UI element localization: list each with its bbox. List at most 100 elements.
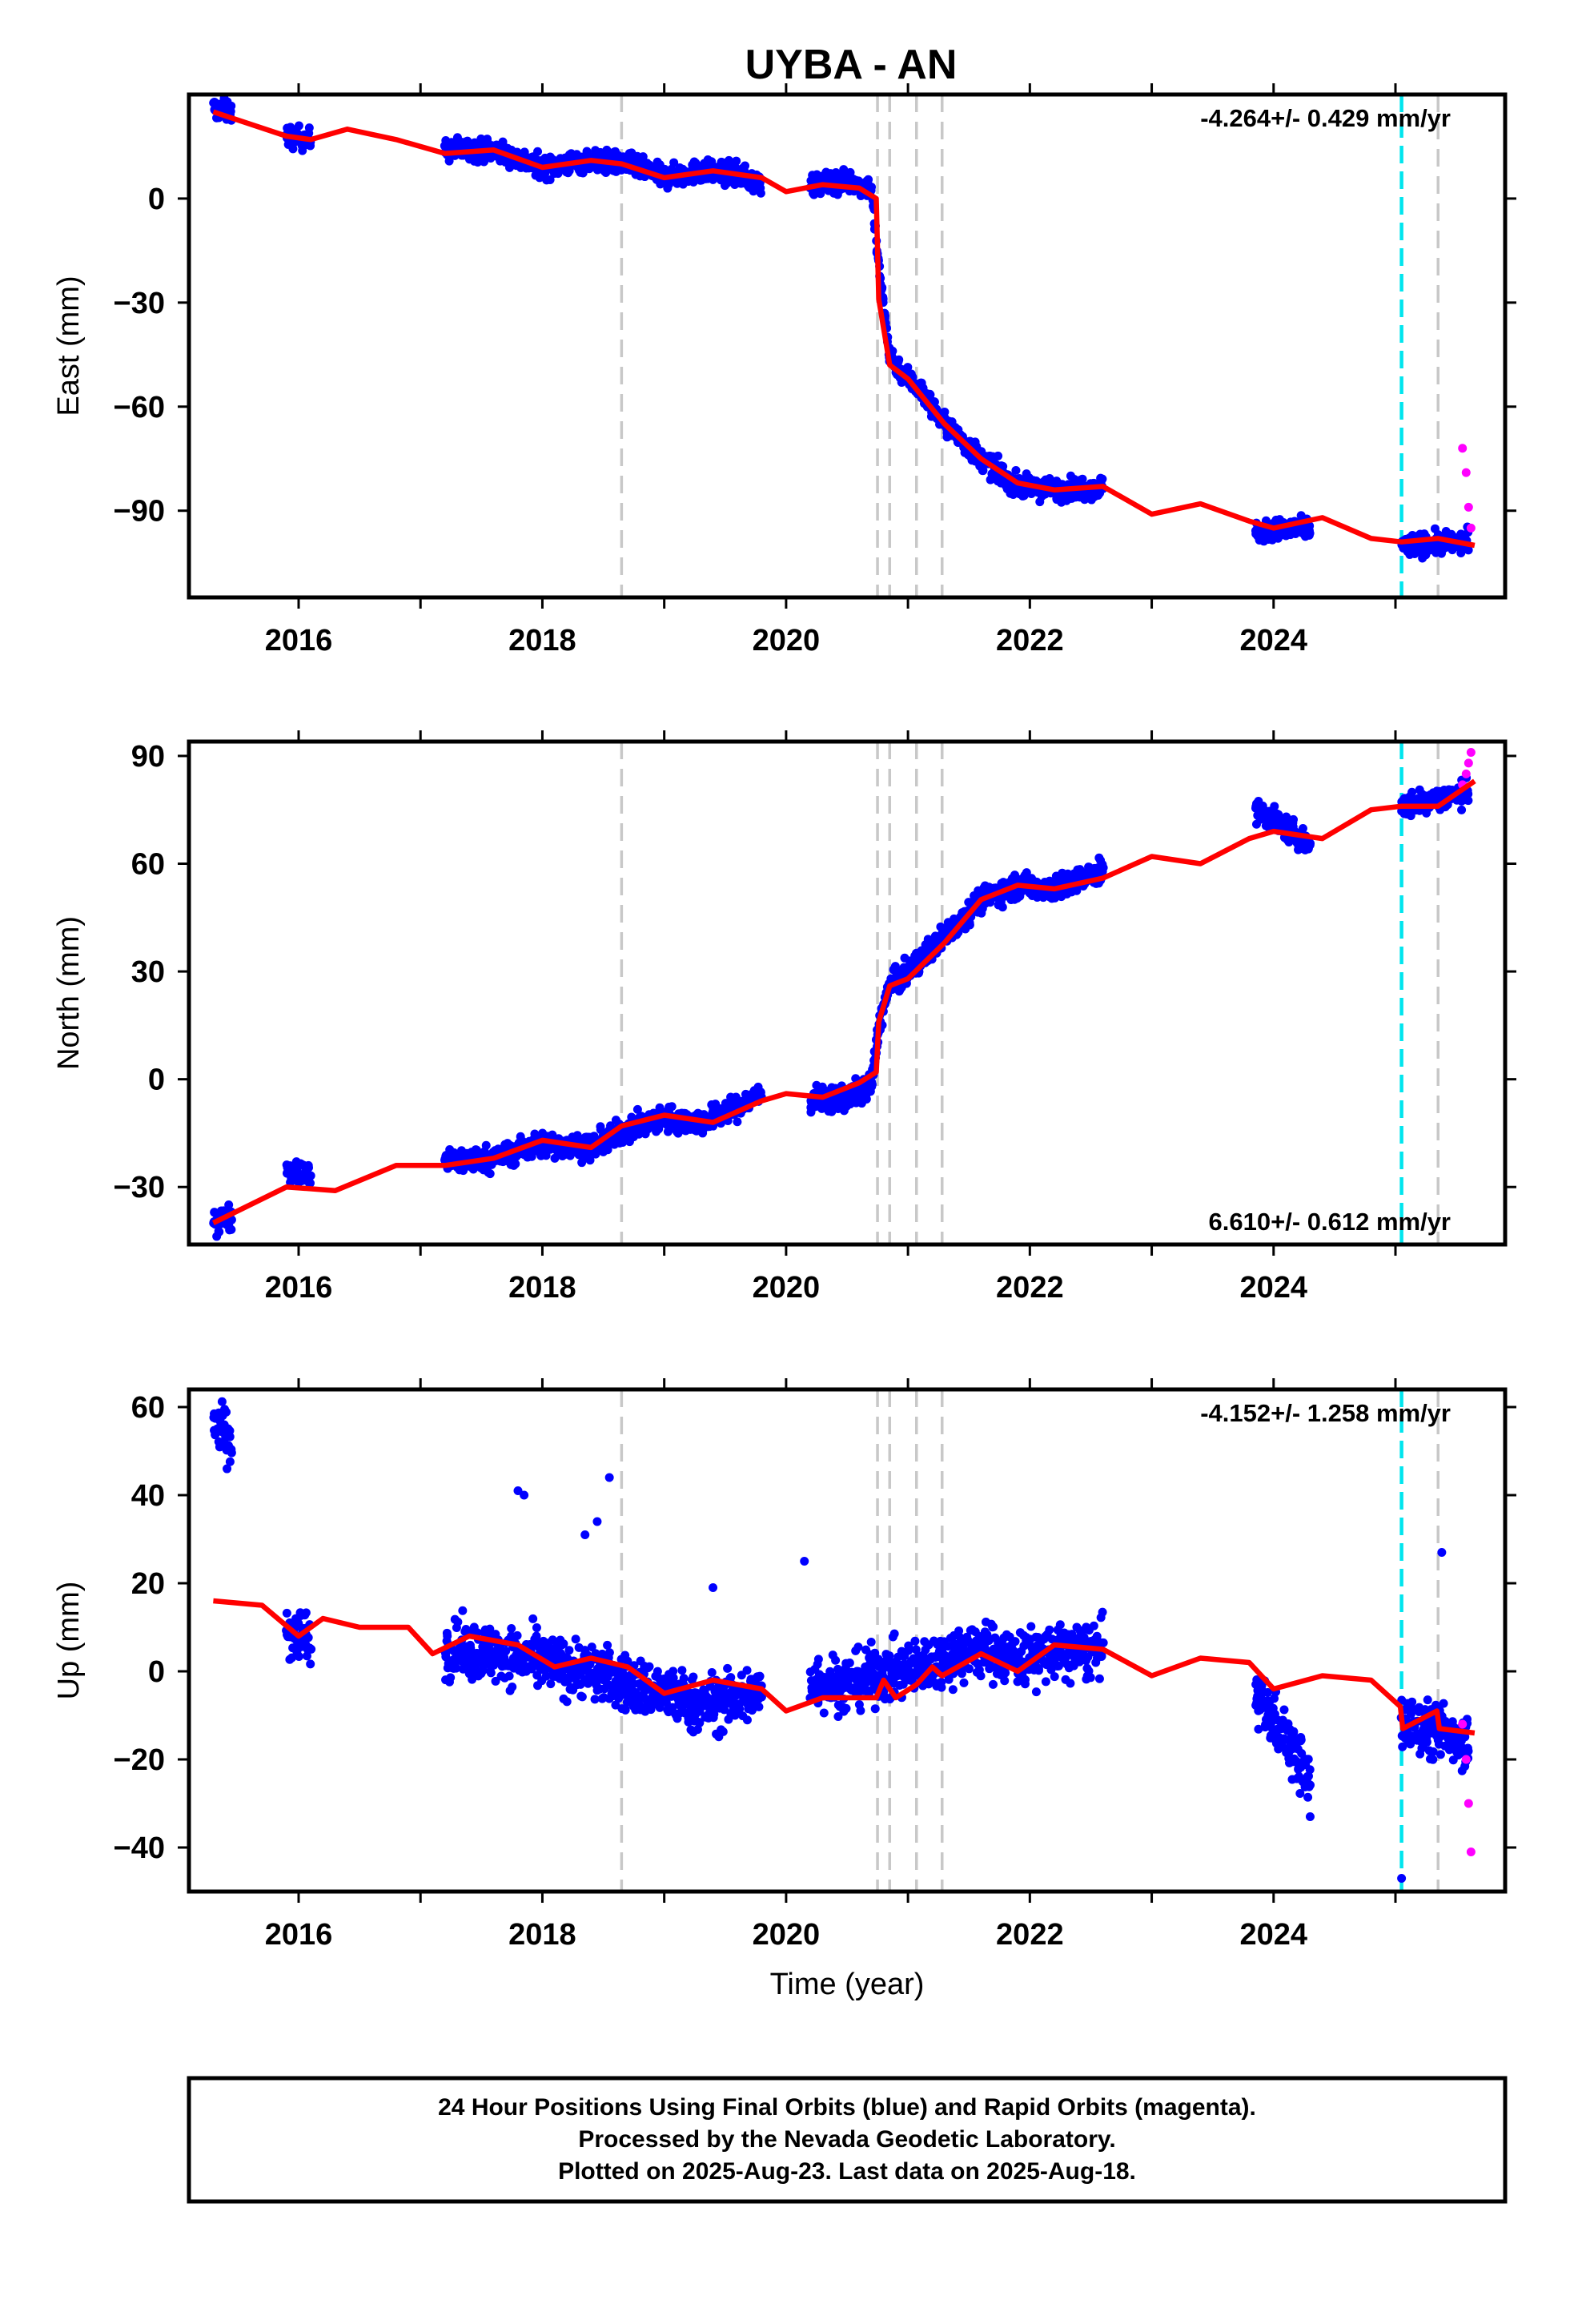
final-orbit-point bbox=[1098, 1607, 1107, 1617]
plot-frame bbox=[187, 92, 1508, 600]
plot-area bbox=[209, 742, 1476, 1244]
final-orbit-point bbox=[501, 1647, 511, 1656]
final-orbit-point bbox=[597, 1649, 607, 1659]
final-orbit-point bbox=[940, 407, 950, 416]
chart-title: UYBA - AN bbox=[745, 42, 958, 88]
final-orbit-point bbox=[602, 145, 612, 155]
final-orbit-point bbox=[867, 1080, 877, 1089]
y-tick-label: −30 bbox=[114, 287, 165, 320]
final-orbit-point bbox=[545, 175, 555, 184]
final-orbit-point bbox=[628, 1680, 637, 1690]
final-orbit-point bbox=[726, 1673, 736, 1683]
final-orbit-point bbox=[1098, 862, 1108, 872]
final-orbit-point bbox=[638, 152, 648, 162]
final-orbit-point bbox=[1045, 1625, 1054, 1634]
final-orbit-point bbox=[303, 1633, 313, 1642]
rapid-orbit-point bbox=[1464, 758, 1473, 768]
final-orbit-point bbox=[889, 1629, 899, 1638]
final-orbit-point bbox=[733, 1117, 742, 1127]
final-orbit-point bbox=[1306, 1780, 1315, 1790]
final-orbit-point bbox=[305, 1178, 315, 1188]
final-orbit-point bbox=[1303, 1755, 1313, 1764]
final-orbit-point bbox=[757, 1692, 766, 1702]
final-orbit-point bbox=[590, 1695, 600, 1704]
final-orbit-point bbox=[282, 1608, 291, 1618]
final-orbit-points bbox=[209, 773, 1473, 1241]
final-orbit-point bbox=[532, 1631, 541, 1641]
final-orbit-point bbox=[988, 1679, 998, 1689]
final-orbit-point bbox=[1407, 787, 1417, 797]
y-tick-label: −60 bbox=[114, 391, 165, 424]
final-orbit-point bbox=[754, 1702, 764, 1711]
plot-frame bbox=[187, 739, 1508, 1247]
rapid-orbit-point bbox=[1466, 523, 1476, 533]
final-orbit-point bbox=[1098, 1638, 1108, 1647]
final-orbit-point bbox=[1086, 1673, 1095, 1683]
x-tick-label: 2022 bbox=[996, 624, 1064, 657]
y-tick-label: 60 bbox=[131, 848, 165, 882]
final-orbit-point bbox=[1050, 1672, 1059, 1682]
final-orbit-point bbox=[1063, 869, 1073, 879]
final-orbit-point bbox=[679, 1674, 689, 1683]
final-orbit-point bbox=[533, 147, 543, 156]
final-orbit-point bbox=[587, 1642, 596, 1652]
final-orbit-point bbox=[604, 1648, 614, 1658]
y-axis-label: North (mm) bbox=[52, 916, 86, 1070]
final-orbit-point bbox=[1457, 805, 1467, 814]
final-orbit-point bbox=[304, 1163, 314, 1172]
final-orbit-point bbox=[930, 397, 939, 407]
final-orbit-point bbox=[677, 1666, 687, 1675]
rapid-orbit-point bbox=[1461, 769, 1471, 778]
final-orbit-point bbox=[287, 1653, 296, 1663]
rate-label: -4.264+/- 0.429 mm/yr bbox=[1200, 104, 1451, 132]
final-orbit-point bbox=[632, 1104, 642, 1114]
final-orbit-point bbox=[512, 1630, 522, 1640]
final-orbit-point bbox=[591, 1649, 600, 1659]
final-orbit-point bbox=[217, 1397, 227, 1406]
plot-area bbox=[209, 1389, 1476, 1892]
final-orbit-point bbox=[669, 1673, 678, 1683]
final-orbit-point bbox=[1305, 1765, 1315, 1775]
final-orbit-point bbox=[458, 1606, 468, 1615]
final-orbit-point bbox=[1097, 1651, 1106, 1661]
final-orbit-point bbox=[443, 1631, 452, 1641]
final-orbit-point bbox=[841, 1703, 851, 1713]
final-orbit-point bbox=[723, 1663, 733, 1673]
final-orbit-point bbox=[1066, 1679, 1075, 1688]
model-fit-line bbox=[211, 778, 1476, 1226]
final-orbit-point bbox=[1305, 529, 1315, 538]
y-axis-label: East (mm) bbox=[52, 275, 86, 416]
final-orbit-point bbox=[1254, 1724, 1263, 1734]
final-orbit-point bbox=[571, 1634, 580, 1644]
final-orbit-point bbox=[1305, 840, 1315, 850]
rapid-orbit-points bbox=[1458, 444, 1476, 533]
x-tick-label: 2022 bbox=[996, 1271, 1064, 1305]
y-tick-label: 90 bbox=[131, 740, 165, 774]
final-orbit-point bbox=[603, 1640, 612, 1650]
final-orbit-point bbox=[903, 363, 913, 372]
final-orbit-point bbox=[485, 1169, 495, 1179]
final-orbit-point bbox=[444, 156, 454, 166]
final-orbit-point bbox=[511, 1159, 520, 1168]
final-orbit-point bbox=[548, 1635, 557, 1645]
final-orbit-point bbox=[307, 1644, 316, 1654]
rapid-orbit-point bbox=[1464, 502, 1473, 512]
final-orbit-point bbox=[954, 1626, 964, 1636]
final-orbit-point bbox=[689, 1672, 698, 1682]
final-orbit-point bbox=[695, 1718, 705, 1727]
final-orbit-point bbox=[735, 1704, 745, 1714]
final-orbit-point bbox=[1072, 886, 1082, 895]
final-orbit-point bbox=[1289, 1727, 1299, 1736]
final-orbit-point bbox=[669, 158, 679, 167]
rapid-orbit-point bbox=[1466, 747, 1476, 757]
final-orbit-point bbox=[480, 157, 489, 167]
final-orbit-point bbox=[294, 1651, 303, 1661]
final-orbit-point bbox=[948, 1685, 958, 1695]
final-orbit-point bbox=[301, 1608, 311, 1618]
final-orbit-point bbox=[1423, 1695, 1432, 1705]
final-orbit-point bbox=[667, 1102, 677, 1112]
